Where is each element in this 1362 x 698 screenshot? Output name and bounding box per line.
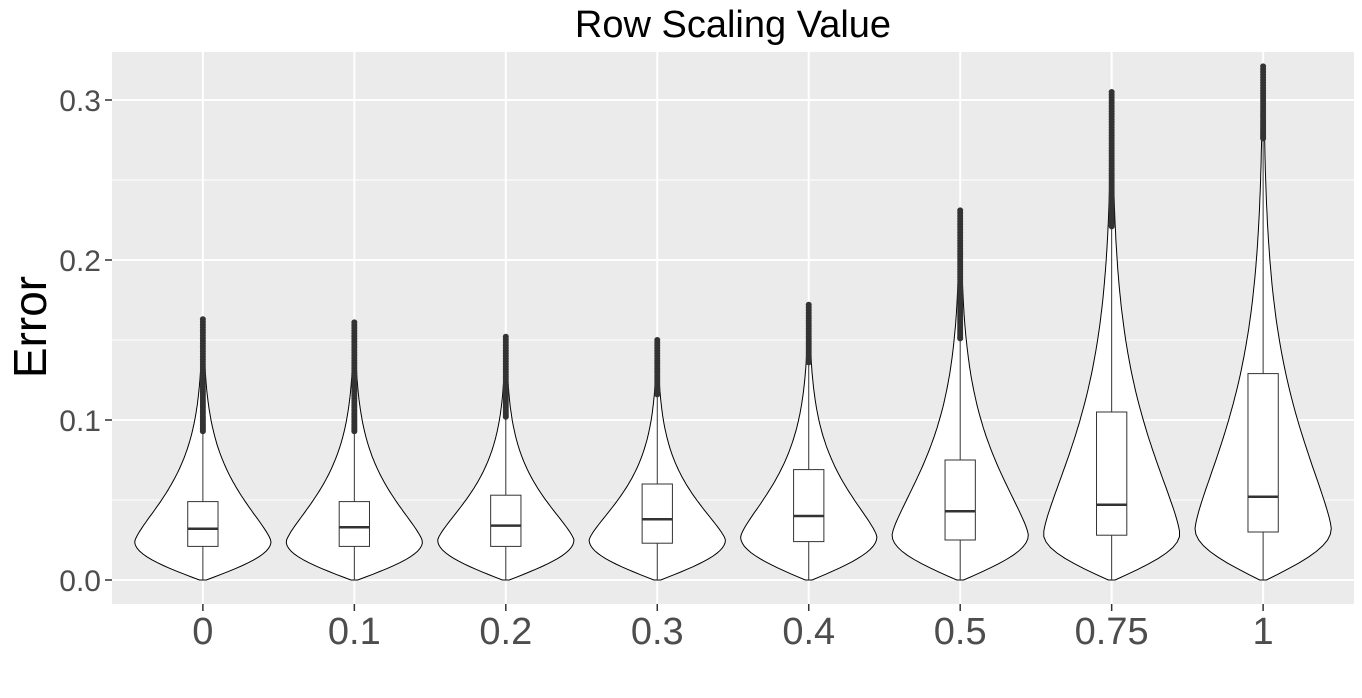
outlier-points — [199, 316, 206, 435]
violin-group — [1043, 89, 1180, 581]
x-tick-label: 1 — [1253, 611, 1274, 653]
outlier-points — [351, 319, 358, 435]
x-tick-label: 0.4 — [782, 611, 835, 653]
outlier-points — [654, 337, 661, 398]
outlier-point — [957, 207, 964, 214]
outlier-point — [1108, 89, 1115, 95]
x-tick-label: 0.2 — [479, 611, 532, 653]
violin-group — [1194, 63, 1332, 581]
outlier-points — [805, 301, 812, 366]
x-axis-ticks: 0 0.1 0.2 0.3 0.4 0.5 0.75 1 — [192, 604, 1274, 653]
outlier-points — [957, 207, 964, 342]
violin-group — [740, 301, 878, 581]
outlier-point — [805, 301, 812, 308]
box — [1247, 373, 1279, 533]
outlier-points — [1108, 89, 1115, 230]
outlier-point — [654, 337, 661, 343]
violins — [134, 63, 1332, 581]
x-tick-label: 0.5 — [934, 611, 987, 653]
x-tick-label: 0.75 — [1075, 611, 1149, 653]
box — [641, 483, 673, 544]
box — [490, 494, 522, 547]
chart-title: Row Scaling Value — [575, 4, 891, 46]
outlier-point — [351, 319, 358, 326]
box — [793, 469, 825, 543]
y-axis-label: Error — [4, 276, 56, 378]
x-tick-label: 0 — [192, 611, 213, 653]
violin-group — [285, 319, 423, 581]
outlier-points — [1260, 63, 1267, 142]
box — [187, 501, 219, 547]
box — [944, 459, 976, 541]
box — [338, 501, 370, 547]
box — [1096, 411, 1128, 536]
violin-group — [437, 333, 575, 581]
y-tick-label: 0.0 — [59, 565, 101, 598]
x-tick-label: 0.1 — [328, 611, 381, 653]
x-tick-label: 0.3 — [631, 611, 684, 653]
outlier-points — [502, 333, 509, 420]
violin-group — [588, 337, 726, 581]
violin-group — [891, 207, 1029, 581]
outlier-point — [199, 316, 206, 323]
violin-group — [134, 316, 272, 581]
y-tick-label: 0.1 — [59, 405, 101, 438]
y-axis-ticks: 0.0 0.1 0.2 0.3 — [59, 85, 112, 598]
outlier-point — [502, 333, 509, 340]
outlier-point — [1260, 63, 1267, 70]
y-tick-label: 0.3 — [59, 85, 101, 118]
y-tick-label: 0.2 — [59, 245, 101, 278]
